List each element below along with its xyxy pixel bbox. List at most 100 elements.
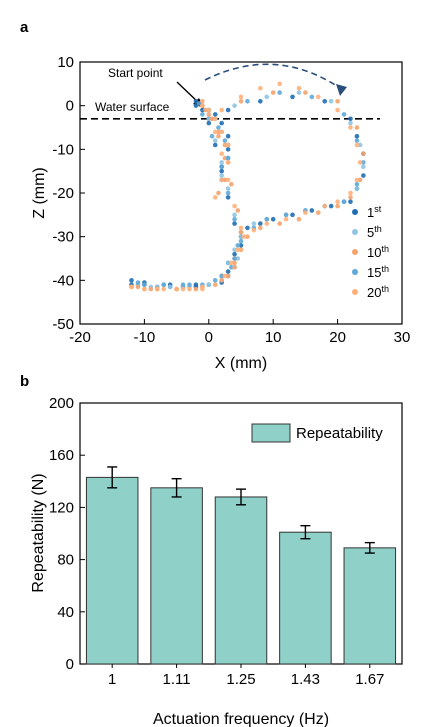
data-point bbox=[245, 225, 250, 231]
x-tick-label-b: 1 bbox=[108, 671, 116, 688]
data-point bbox=[219, 173, 224, 178]
data-point bbox=[232, 247, 237, 253]
panel-b-bars: b 0 40 80 120 160 200 1 1.11 1.25 1.43 1.67 Actua… bbox=[20, 373, 403, 727]
x-axis-label-a: X (mm) bbox=[215, 355, 267, 372]
data-point bbox=[361, 151, 366, 156]
data-point bbox=[209, 116, 215, 122]
data-point bbox=[161, 286, 167, 292]
data-point bbox=[303, 90, 308, 95]
data-point bbox=[238, 225, 244, 231]
data-point bbox=[222, 177, 228, 183]
data-point bbox=[174, 286, 179, 292]
y-tick-label-a: -20 bbox=[52, 185, 74, 202]
data-point bbox=[200, 112, 205, 117]
data-point bbox=[229, 260, 234, 266]
data-point bbox=[296, 85, 302, 91]
data-point bbox=[348, 195, 353, 200]
data-point bbox=[354, 142, 360, 148]
data-point bbox=[135, 284, 141, 290]
data-point bbox=[290, 212, 295, 218]
data-point bbox=[225, 260, 231, 266]
data-point bbox=[219, 160, 224, 165]
data-point bbox=[206, 120, 212, 126]
y-tick-label-a: 0 bbox=[66, 98, 74, 115]
data-point bbox=[328, 203, 334, 209]
data-point bbox=[315, 210, 321, 215]
data-point bbox=[180, 286, 186, 292]
data-point bbox=[225, 190, 231, 196]
data-point bbox=[154, 286, 160, 292]
data-point bbox=[270, 90, 276, 95]
legend-marker-a bbox=[352, 249, 358, 255]
x-tick-label-a: 20 bbox=[329, 329, 346, 346]
x-tick-label-a: 10 bbox=[265, 329, 282, 346]
data-point bbox=[129, 278, 134, 283]
y-tick-label-b: 80 bbox=[57, 552, 74, 569]
data-point bbox=[225, 107, 231, 113]
data-point bbox=[222, 142, 228, 148]
data-point bbox=[235, 243, 241, 248]
data-point bbox=[206, 282, 212, 288]
data-point bbox=[225, 269, 231, 274]
bars bbox=[85, 466, 397, 665]
data-point bbox=[245, 234, 250, 239]
legend-b: Repeatability bbox=[251, 423, 383, 443]
data-point bbox=[354, 177, 360, 183]
data-point bbox=[322, 99, 328, 104]
data-point bbox=[354, 181, 360, 187]
data-point bbox=[241, 234, 247, 239]
data-point bbox=[219, 278, 224, 283]
data-point bbox=[335, 107, 340, 113]
data-point bbox=[258, 99, 263, 104]
data-point bbox=[142, 282, 147, 288]
data-point bbox=[238, 99, 244, 104]
data-point bbox=[200, 103, 205, 108]
data-point bbox=[229, 264, 234, 270]
x-tick-label-a: 30 bbox=[394, 329, 411, 346]
data-point bbox=[335, 99, 340, 104]
data-point bbox=[238, 94, 244, 100]
data-point bbox=[222, 138, 228, 143]
legend-label-repeatability: Repeatability bbox=[296, 425, 383, 442]
data-point bbox=[238, 234, 244, 239]
x-tick-label-a: 0 bbox=[205, 329, 213, 346]
data-point bbox=[206, 107, 212, 113]
data-point bbox=[225, 273, 231, 279]
data-point bbox=[216, 125, 221, 130]
data-point bbox=[357, 177, 363, 183]
data-point bbox=[277, 81, 282, 87]
y-tick-label-a: -10 bbox=[52, 141, 74, 158]
water-surface-label: Water surface bbox=[95, 100, 170, 114]
data-point bbox=[361, 160, 366, 165]
data-point bbox=[212, 278, 218, 283]
y-tick-label-b: 0 bbox=[66, 656, 74, 673]
data-point bbox=[212, 112, 218, 117]
y-tick-label-b: 160 bbox=[49, 447, 74, 464]
y-tick-label-b: 120 bbox=[49, 499, 74, 516]
data-point bbox=[232, 103, 237, 108]
data-point bbox=[277, 221, 282, 226]
data-point bbox=[348, 125, 353, 130]
y-axis-label-b: Repeatability (N) bbox=[30, 473, 47, 592]
trajectory-points bbox=[129, 81, 366, 292]
data-point bbox=[212, 282, 218, 288]
x-tick-label-b: 1.11 bbox=[163, 671, 191, 688]
data-point bbox=[216, 190, 221, 196]
data-point bbox=[129, 284, 134, 290]
panel-b-label: b bbox=[20, 373, 29, 390]
data-point bbox=[270, 216, 276, 222]
data-point bbox=[264, 216, 270, 222]
data-point bbox=[251, 221, 257, 226]
data-point bbox=[328, 99, 334, 104]
data-point bbox=[216, 129, 221, 135]
x-tick-label-b: 1.67 bbox=[355, 671, 384, 688]
data-point bbox=[357, 160, 363, 165]
data-point bbox=[142, 286, 147, 292]
data-point bbox=[235, 208, 241, 213]
data-point bbox=[258, 85, 263, 91]
data-point bbox=[200, 107, 205, 113]
y-tick-label-a: -30 bbox=[52, 229, 74, 246]
data-point bbox=[258, 221, 263, 226]
data-point bbox=[309, 208, 315, 213]
data-point bbox=[148, 286, 154, 292]
